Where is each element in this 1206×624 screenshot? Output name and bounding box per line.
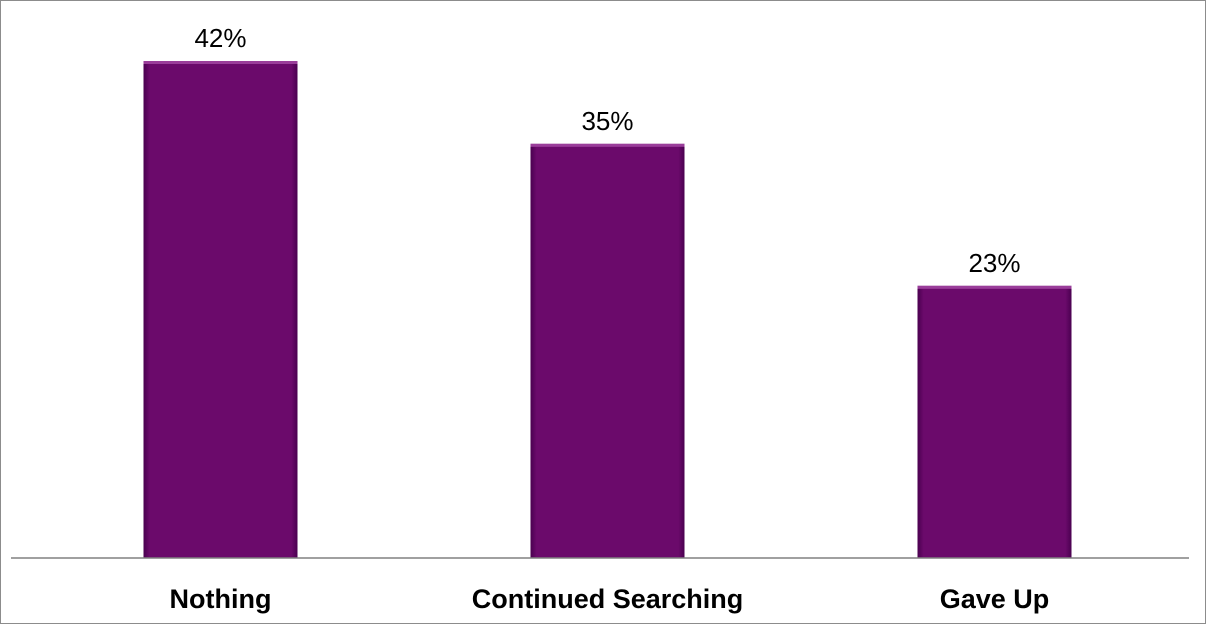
category-label: Gave Up xyxy=(940,584,1050,614)
bars-group xyxy=(143,61,1072,559)
bar-continued-searching xyxy=(530,143,685,559)
category-labels-group: Nothing Continued Searching Gave Up xyxy=(170,584,1050,614)
bar-nothing xyxy=(143,61,298,558)
data-labels-group: 42% 35% 23% xyxy=(194,23,1020,278)
bar-gave-up xyxy=(917,285,1072,558)
category-label: Nothing xyxy=(170,584,272,614)
data-label: 35% xyxy=(581,106,633,136)
category-label: Continued Searching xyxy=(472,584,744,614)
data-label: 42% xyxy=(194,23,246,53)
bar-top-highlight xyxy=(530,143,685,147)
bar-top-highlight xyxy=(917,285,1072,289)
data-label: 23% xyxy=(968,248,1020,278)
bar-top-highlight xyxy=(143,61,298,64)
